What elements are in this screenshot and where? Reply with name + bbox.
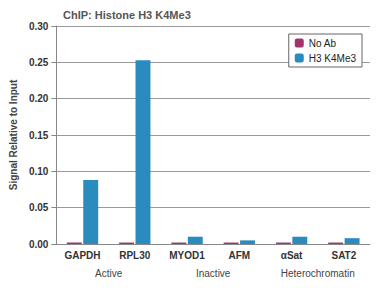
svg-text:0.30: 0.30: [29, 21, 49, 32]
svg-text:0.20: 0.20: [29, 93, 49, 104]
svg-text:Inactive: Inactive: [196, 268, 231, 279]
svg-text:RPL30: RPL30: [119, 250, 151, 261]
svg-text:H3 K4Me3: H3 K4Me3: [309, 53, 357, 64]
svg-text:Active: Active: [95, 268, 123, 279]
svg-text:0.15: 0.15: [29, 130, 49, 141]
svg-text:ChIP: Histone H3 K4Me3: ChIP: Histone H3 K4Me3: [63, 9, 191, 21]
svg-text:Heterochromatin: Heterochromatin: [281, 268, 355, 279]
svg-text:0.00: 0.00: [29, 239, 49, 250]
svg-text:0.10: 0.10: [29, 166, 49, 177]
svg-text:No Ab: No Ab: [309, 38, 337, 49]
svg-text:GAPDH: GAPDH: [64, 250, 100, 261]
svg-text:0.05: 0.05: [29, 202, 49, 213]
svg-text:Signal Relative to Input: Signal Relative to Input: [8, 79, 19, 190]
svg-text:MYOD1: MYOD1: [169, 250, 205, 261]
svg-text:SAT2: SAT2: [331, 250, 356, 261]
svg-text:αSat: αSat: [281, 250, 303, 261]
svg-text:AFM: AFM: [228, 250, 250, 261]
svg-text:0.25: 0.25: [29, 57, 49, 68]
